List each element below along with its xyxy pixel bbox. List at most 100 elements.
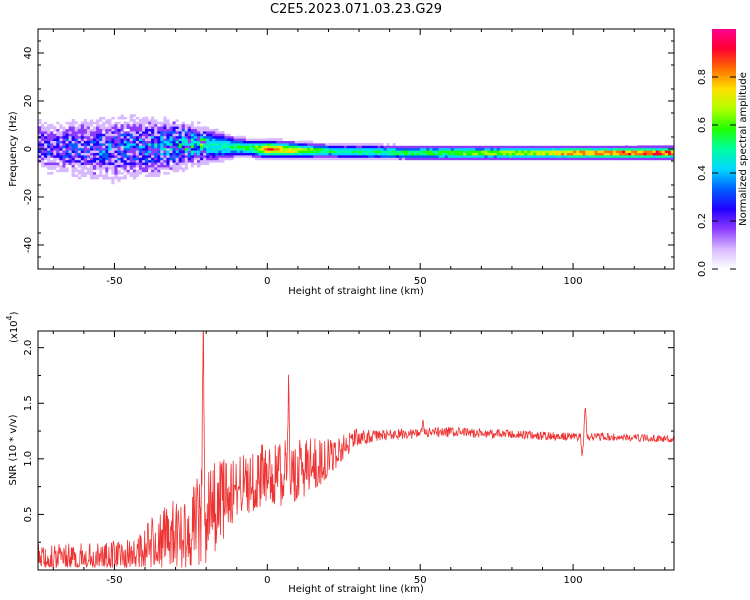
heatmap-cell [129, 123, 134, 127]
heatmap-cell [132, 179, 137, 182]
heatmap-cell [108, 119, 112, 122]
heatmap-cell [114, 167, 118, 170]
heatmap-cell [132, 140, 137, 144]
heatmap-cell [145, 150, 149, 153]
heatmap-cell [600, 145, 605, 149]
heatmap-cell [190, 126, 195, 129]
heatmap-cell [588, 155, 592, 158]
heatmap-cell [62, 121, 66, 125]
heatmap-cell [197, 162, 201, 165]
heatmap-cell [588, 152, 592, 156]
heatmap-cell [163, 167, 167, 170]
heatmap-cell [117, 143, 121, 146]
heatmap-cell [527, 155, 531, 158]
heatmap-cell [579, 147, 583, 151]
heatmap-cell [181, 145, 186, 149]
heatmap-cell [273, 150, 277, 153]
heatmap-cell [169, 155, 173, 158]
heatmap-cell [71, 128, 76, 132]
heatmap-cell [86, 143, 91, 146]
heatmap-cell [44, 131, 48, 134]
heatmap-cell [187, 157, 192, 161]
heatmap-cell [255, 143, 259, 146]
heatmap-cell [301, 143, 305, 146]
heatmap-cell [38, 143, 42, 146]
heatmap-cell [203, 135, 207, 139]
heatmap-cell [404, 155, 409, 158]
heatmap-cell [181, 135, 186, 139]
heatmap-cell [193, 138, 198, 141]
heatmap-cell [536, 155, 540, 158]
heatmap-cell [132, 133, 137, 137]
heatmap-cell [337, 143, 342, 146]
heatmap-cell [68, 162, 73, 165]
heatmap-cell [65, 135, 69, 139]
heatmap-cell [138, 162, 143, 165]
heatmap-cell [56, 116, 60, 120]
heatmap-cell [493, 155, 498, 158]
heatmap-cell [218, 133, 222, 137]
heatmap-cell [166, 150, 170, 153]
heatmap-cell [197, 133, 201, 137]
heatmap-cell [239, 150, 244, 153]
heatmap-cell [190, 152, 195, 156]
heatmap-cell [352, 143, 357, 146]
heatmap-cell [423, 157, 427, 161]
heatmap-cell [389, 145, 394, 149]
heatmap-cell [166, 119, 170, 122]
heatmap-cell [142, 147, 146, 151]
heatmap-cell [108, 111, 112, 115]
heatmap-cell [221, 152, 225, 156]
heatmap-cell [138, 119, 143, 122]
heatmap-cell [264, 140, 268, 144]
heatmap-cell [193, 157, 198, 161]
heatmap-cell [625, 145, 629, 149]
heatmap-cell [215, 159, 219, 163]
heatmap-cell [178, 123, 183, 127]
heatmap-cell [71, 135, 76, 139]
heatmap-cell [285, 138, 290, 141]
heatmap-cell [631, 150, 635, 153]
heatmap-cell [463, 143, 467, 146]
heatmap-cell [71, 171, 76, 175]
heatmap-cell [102, 140, 106, 144]
heatmap-cell [346, 147, 351, 151]
heatmap-cell [96, 176, 100, 180]
heatmap-cell [105, 152, 109, 156]
heatmap-cell [453, 155, 458, 158]
heatmap-cell [386, 145, 391, 149]
heatmap-cell [190, 162, 195, 165]
heatmap-cell [239, 145, 244, 149]
heatmap-cell [374, 143, 378, 146]
heatmap-cell [301, 140, 305, 144]
heatmap-cell [328, 157, 332, 161]
heatmap-cell [297, 143, 302, 146]
heatmap-cell [175, 145, 180, 149]
heatmap-cell [245, 155, 250, 158]
heatmap-cell [120, 171, 125, 175]
heatmap-cell [557, 143, 562, 146]
heatmap-cell [203, 126, 207, 129]
heatmap-cell [588, 157, 592, 161]
heatmap-cell [245, 138, 250, 141]
heatmap-cell [123, 131, 128, 134]
heatmap-cell [313, 145, 317, 149]
heatmap-cell [172, 128, 176, 132]
heatmap-cell [585, 155, 589, 158]
heatmap-cell [126, 123, 131, 127]
heatmap-cell [132, 145, 137, 149]
heatmap-cell [86, 133, 91, 137]
heatmap-cell [148, 147, 152, 151]
heatmap-cell [215, 157, 219, 161]
heatmap-cell [105, 111, 109, 115]
heatmap-cell [56, 152, 60, 156]
heatmap-cell [484, 152, 488, 156]
heatmap-cell [120, 140, 125, 144]
heatmap-cell [539, 150, 543, 153]
heatmap-cell [148, 162, 152, 165]
heatmap-cell [273, 155, 277, 158]
heatmap-cell [108, 138, 112, 141]
heatmap-cell [193, 150, 198, 153]
heatmap-cell [86, 171, 91, 175]
heatmap-cell [545, 145, 550, 149]
